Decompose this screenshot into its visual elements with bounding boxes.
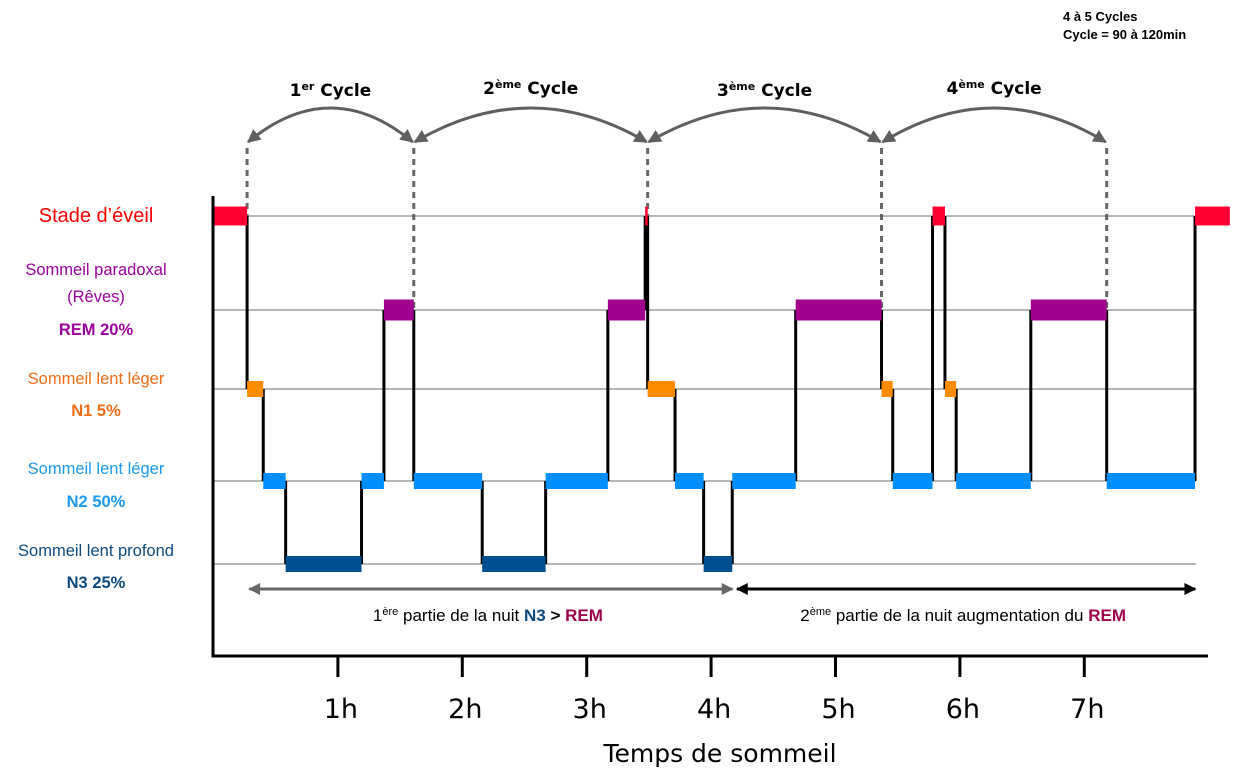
hypnogram-bar-n1 [944,381,957,397]
stage-percent-n2: N2 50% [67,493,126,511]
cycle-label: 2ème Cycle [483,78,578,99]
hypnogram-bar-rem [1030,299,1107,321]
hypnogram-bar-wake [213,206,248,226]
cycle-arcs [247,106,1107,144]
x-tick-label: 5h [821,694,855,725]
period-label-second-half: 2ème partie de la nuit augmentation du R… [800,606,1126,625]
stage-label-wake: Stade d’éveil [39,205,154,227]
cycle-boundaries [245,148,1109,310]
period-labels: 1ère partie de la nuit N3 > REM 2ème par… [373,606,1126,625]
hypnogram-bar-n2 [1106,473,1196,489]
hypnogram-bar-n2 [263,473,286,489]
stage-bars [213,206,1230,572]
stage-label-rem: Sommeil paradoxal [25,261,166,279]
hypnogram-bar-n2 [892,473,933,489]
hypnogram-bar-n3 [482,556,546,572]
hypnogram-bar-wake [1195,206,1230,226]
x-tick-label: 4h [697,694,731,725]
cycle-label: 1er Cycle [290,80,372,101]
cycle-arc-arrow [247,106,414,144]
stage-percent-n3: N3 25% [67,574,126,592]
cycle-labels: 1er Cycle 2ème Cycle 3ème Cycle 4ème Cyc… [290,78,1042,101]
x-tick-label: 7h [1070,694,1104,725]
n3-highlight: N3 [524,606,546,625]
hypnogram-bar-n2 [361,473,384,489]
x-tick-label: 6h [946,694,980,725]
stage-percent-n1: N1 5% [71,402,121,420]
note-line-2: Cycle = 90 à 120min [1063,27,1186,42]
rem-highlight: REM [565,606,603,625]
hypnogram-bar-wake [645,206,648,226]
hypnogram-bar-rem [607,299,646,321]
hypnogram-bar-n1 [247,381,264,397]
cycle-arc-arrow [647,106,882,144]
x-tick-label: 3h [573,694,607,725]
hypnogram-bar-n3 [285,556,362,572]
cycle-info-note: 4 à 5 Cycles Cycle = 90 à 120min [1063,9,1186,42]
hypnogram-bar-wake [932,206,945,226]
period-label-first-half: 1ère partie de la nuit N3 > REM [373,606,603,625]
hypnogram-bar-n2 [545,473,608,489]
cycle-arc-arrow [413,106,648,144]
hypnogram-bar-n2 [956,473,1031,489]
hypnogram-bar-rem [795,299,882,321]
hypnogram-bar-rem [383,299,414,321]
cycle-label: 4ème Cycle [947,78,1042,99]
cycle-label: 3ème Cycle [717,80,812,101]
hypnogram-bar-n2 [732,473,796,489]
hypnogram-bar-n3 [703,556,733,572]
cycle-arc-arrow [881,106,1107,144]
stage-label-n3: Sommeil lent profond [18,542,174,560]
x-ticks: 1h 2h 3h 4h 5h 6h 7h [324,656,1104,725]
stage-labels: Stade d’éveil Sommeil paradoxal (Rêves) … [18,205,174,592]
stage-percent-rem: REM 20% [59,321,134,339]
hypnogram-bar-n1 [881,381,893,397]
stage-label-n2: Sommeil lent léger [28,460,165,478]
stage-label-n1: Sommeil lent léger [28,370,165,388]
x-axis-title: Temps de sommeil [602,739,836,768]
stage-sublabel-rem: (Rêves) [67,288,125,306]
rem-highlight: REM [1088,606,1126,625]
hypnogram-bar-n2 [413,473,483,489]
x-tick-label: 1h [324,694,358,725]
x-tick-label: 2h [448,694,482,725]
hypnogram-bar-n2 [675,473,704,489]
hypnogram-bar-n1 [647,381,676,397]
note-line-1: 4 à 5 Cycles [1063,9,1137,24]
stage-transitions [245,216,1197,564]
